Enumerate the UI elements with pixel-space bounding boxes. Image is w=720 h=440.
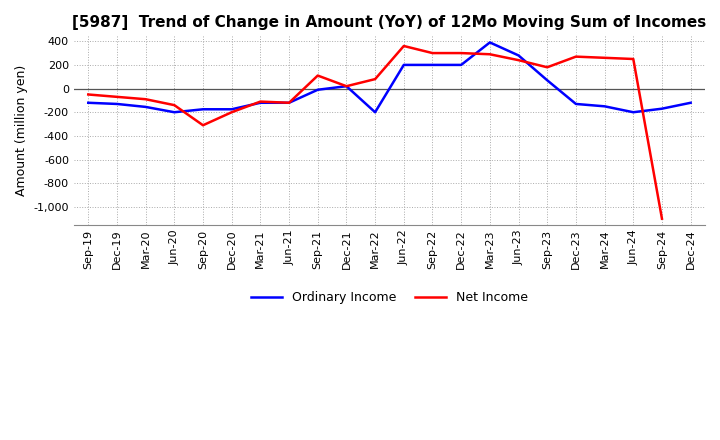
Ordinary Income — [514, 53, 523, 58]
Ordinary Income — [170, 110, 179, 115]
Net Income — [284, 100, 293, 106]
Net Income — [457, 51, 466, 56]
Net Income — [543, 65, 552, 70]
Ordinary Income — [313, 87, 322, 92]
Ordinary Income — [428, 62, 437, 68]
Net Income — [371, 77, 379, 82]
Net Income — [572, 54, 580, 59]
Title: [5987]  Trend of Change in Amount (YoY) of 12Mo Moving Sum of Incomes: [5987] Trend of Change in Amount (YoY) o… — [72, 15, 706, 30]
Net Income — [228, 110, 236, 115]
Ordinary Income — [485, 40, 494, 45]
Ordinary Income — [629, 110, 638, 115]
Net Income — [141, 96, 150, 102]
Net Income — [256, 99, 265, 104]
Y-axis label: Amount (million yen): Amount (million yen) — [15, 64, 28, 196]
Ordinary Income — [686, 100, 695, 106]
Net Income — [112, 94, 121, 99]
Net Income — [514, 58, 523, 63]
Ordinary Income — [400, 62, 408, 68]
Ordinary Income — [256, 100, 265, 106]
Ordinary Income — [228, 106, 236, 112]
Line: Net Income: Net Income — [89, 46, 662, 219]
Net Income — [342, 84, 351, 89]
Ordinary Income — [84, 100, 93, 106]
Ordinary Income — [572, 101, 580, 106]
Ordinary Income — [342, 84, 351, 89]
Ordinary Income — [141, 104, 150, 110]
Ordinary Income — [543, 77, 552, 83]
Ordinary Income — [199, 106, 207, 112]
Ordinary Income — [284, 100, 293, 106]
Ordinary Income — [371, 110, 379, 115]
Ordinary Income — [112, 101, 121, 106]
Net Income — [600, 55, 609, 60]
Legend: Ordinary Income, Net Income: Ordinary Income, Net Income — [246, 286, 534, 309]
Ordinary Income — [600, 104, 609, 109]
Net Income — [657, 216, 666, 221]
Net Income — [170, 103, 179, 108]
Net Income — [485, 51, 494, 57]
Net Income — [84, 92, 93, 97]
Line: Ordinary Income: Ordinary Income — [89, 42, 690, 112]
Ordinary Income — [657, 106, 666, 111]
Net Income — [629, 56, 638, 62]
Net Income — [400, 44, 408, 49]
Net Income — [199, 123, 207, 128]
Net Income — [313, 73, 322, 78]
Ordinary Income — [457, 62, 466, 68]
Net Income — [428, 51, 437, 56]
